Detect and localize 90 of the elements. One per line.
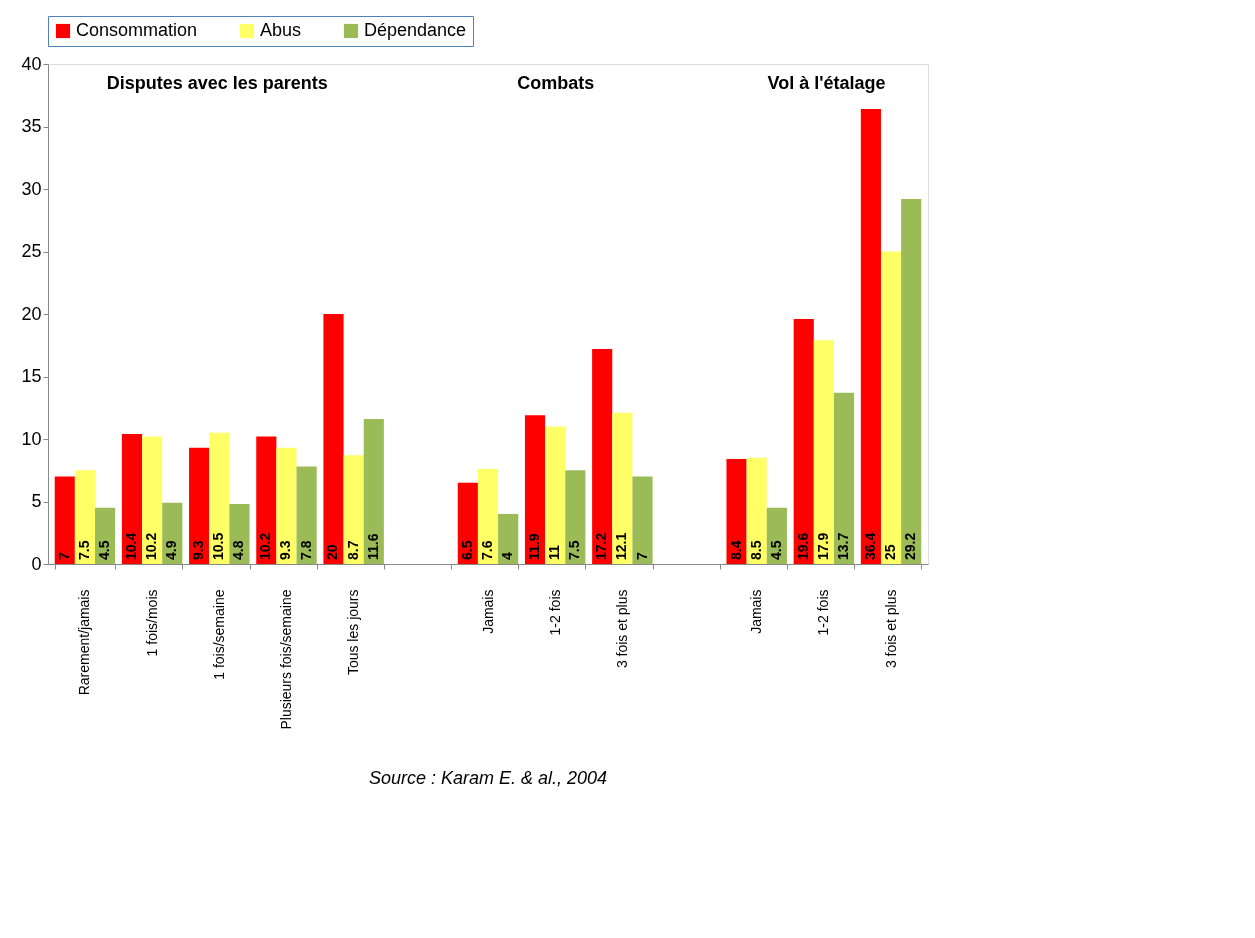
data-label: 4.5 [96,540,113,560]
annotation: Vol à l'étalage [767,73,886,93]
bar [612,412,633,564]
annotation: Combats [517,73,595,93]
y-tick-label: 10 [21,428,42,449]
data-label: 36.4 [861,532,878,560]
data-label: 17.9 [814,532,831,560]
data-label: 11.9 [526,533,543,560]
bar [498,514,519,564]
data-label: 4.9 [163,540,180,560]
bar [545,426,566,564]
y-tick-label: 20 [21,303,42,324]
data-label: 8.7 [344,540,361,560]
x-tick-label: Rarement/jamais [76,589,93,696]
bar [121,434,143,564]
bar [189,447,210,564]
bar [813,340,834,564]
data-label: 7.5 [75,540,92,560]
y-tick-label: 30 [21,178,42,199]
bar [860,109,881,564]
x-tick-label: 1-2 fois [815,589,832,636]
bar [142,436,163,564]
x-tick-label: 1-2 fois [546,589,563,636]
bar [833,392,855,564]
data-label: 10.4 [122,532,139,560]
x-tick-label: Jamais [748,589,765,634]
data-label: 9.3 [277,540,294,560]
data-label: 7.5 [566,540,583,560]
data-label: 25 [882,544,899,560]
bar [592,349,613,564]
data-label: 7 [633,552,650,560]
bar [524,415,546,564]
data-label: 12.1 [613,532,630,560]
y-tick-label: 35 [21,116,42,136]
data-label: 11 [546,544,563,560]
x-tick-label: 3 fois et plus [882,589,899,669]
bar [793,319,814,564]
y-tick-label: 25 [21,241,42,261]
bar [296,466,317,564]
bar [457,482,478,564]
bar [54,476,75,564]
bar [229,504,250,564]
y-tick-label: 40 [21,53,42,74]
x-tick-label: Plusieurs fois/semaine [277,589,294,730]
bar [323,314,344,564]
data-label: 11.6 [364,533,381,560]
x-tick-label: Tous les jours [345,589,362,676]
data-label: 17.2 [593,532,610,560]
bar [256,436,277,564]
data-label: 10.2 [257,532,274,560]
data-label: 8.4 [727,540,744,560]
data-label: 20 [324,544,341,560]
bar [363,419,384,564]
annotation: Disputes avec les parents [106,73,328,93]
data-label: 10.2 [143,532,160,560]
bar [746,457,767,564]
data-label: 7.8 [297,540,314,560]
data-label: 4.5 [767,540,784,560]
data-label: 8.5 [747,540,764,560]
bar [74,470,96,564]
source-note: Source : Karam E. & al., 2004 [368,768,608,788]
bar [632,476,653,564]
data-label: 9.3 [190,540,207,560]
y-tick-label: 0 [31,553,42,574]
x-tick-label: 3 fois et plus [613,589,630,669]
data-label: 4 [499,552,516,560]
data-label: 19.6 [794,532,811,560]
y-tick-label: 15 [21,366,42,386]
data-label: 6.5 [458,540,475,560]
bar [209,432,230,564]
bar [276,447,297,564]
bar [880,251,902,564]
legend-label: Dépendance [364,20,467,40]
y-tick-label: 5 [31,491,42,511]
data-label: 29.2 [902,532,919,560]
x-tick-label: 1 fois/mois [143,589,160,657]
bar [726,459,747,564]
data-label: 13.7 [835,532,852,560]
x-tick-label: 1 fois/semaine [210,589,227,680]
bar [565,470,586,564]
legend-label: Abus [260,20,302,40]
x-tick-label: Jamais [479,589,496,634]
bar [901,199,922,564]
legend-label: Consommation [76,20,198,40]
data-label: 10.5 [210,532,227,560]
bar [477,469,499,564]
data-label: 7.6 [479,540,495,560]
data-label: 7 [55,552,72,560]
data-label: 4.8 [230,540,247,560]
bar [343,455,364,564]
